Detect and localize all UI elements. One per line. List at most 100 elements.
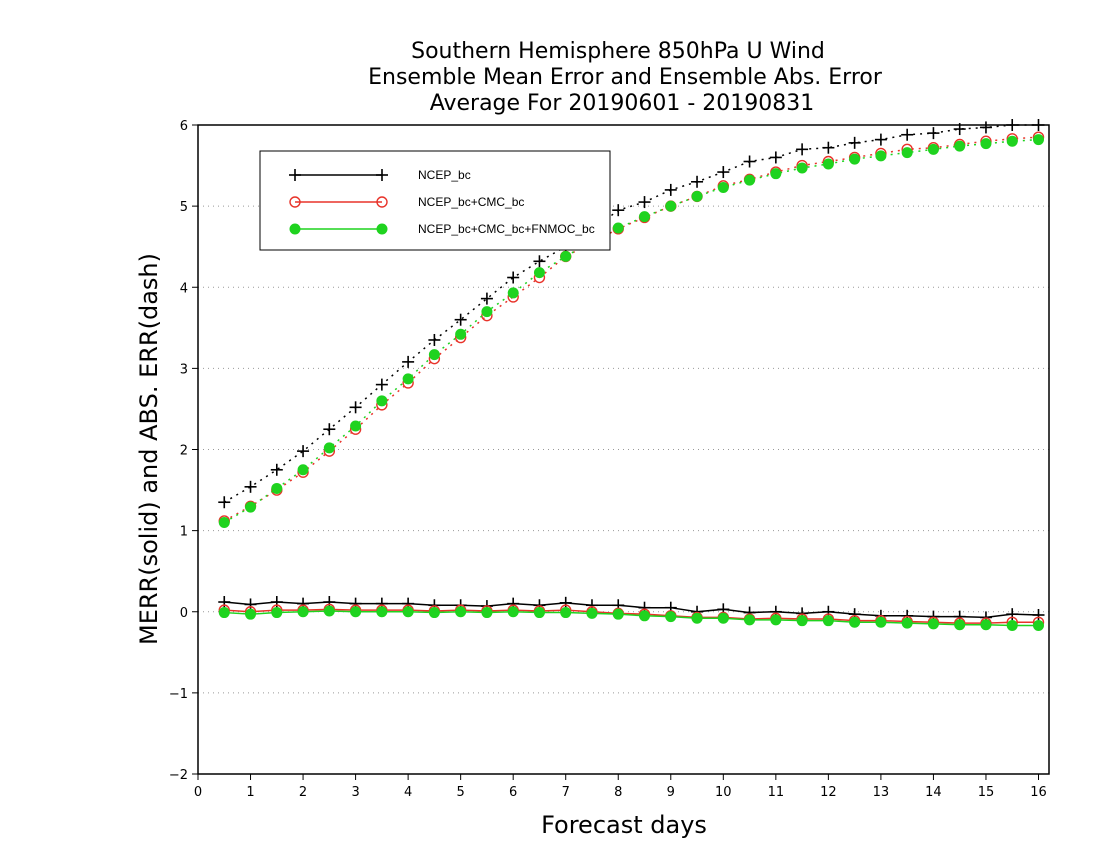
merr-point — [323, 605, 335, 617]
y-tick-label: 2 — [180, 444, 188, 459]
x-tick-label: 14 — [925, 785, 942, 800]
abs-err-point — [507, 271, 520, 284]
abs-err-point — [1006, 119, 1019, 131]
merr-point — [691, 612, 703, 624]
merr-point — [244, 598, 257, 611]
series-layer — [218, 119, 1045, 632]
abs-err-point — [402, 373, 414, 385]
abs-err-point — [270, 463, 283, 476]
merr-point — [270, 596, 283, 609]
x-tick-label: 9 — [667, 785, 675, 800]
x-tick-label: 4 — [404, 785, 412, 800]
abs-err-point — [743, 155, 756, 168]
legend-label: NCEP_bc+CMC_bc — [418, 195, 524, 209]
merr-point — [822, 615, 834, 627]
abs-err-point — [402, 355, 415, 368]
merr-point — [901, 617, 913, 629]
abs-err-point — [822, 141, 835, 154]
abs-err-point — [533, 255, 546, 268]
legend-marker — [376, 223, 388, 235]
merr-point — [612, 608, 624, 620]
abs-err-point — [717, 166, 730, 179]
abs-err-point — [875, 150, 887, 162]
abs-err-point — [349, 401, 362, 414]
abs-err-point — [953, 123, 966, 136]
abs-err-point — [454, 313, 467, 326]
merr-point — [875, 616, 887, 628]
abs-err-point — [271, 482, 283, 494]
abs-err-point — [428, 349, 440, 361]
abs-err-point — [244, 480, 257, 493]
merr-point — [717, 612, 729, 624]
abs-err-point — [480, 292, 493, 305]
merr-point — [1032, 620, 1044, 632]
abs-err-point — [744, 174, 756, 186]
merr-point — [1006, 620, 1018, 632]
abs-err-point — [901, 128, 914, 141]
abs-err-point — [455, 328, 467, 340]
abs-err-point — [822, 158, 834, 170]
chart-title: Southern Hemisphere 850hPa U Wind Ensemb… — [368, 39, 883, 116]
abs-err-point — [717, 181, 729, 193]
abs-err-point — [612, 222, 624, 234]
x-tick-label: 11 — [768, 785, 785, 800]
abs-err-point — [560, 250, 572, 262]
abs-err-line — [223, 124, 1039, 503]
legend-marker — [289, 196, 301, 208]
abs-err-point — [639, 211, 651, 223]
legend-entry: NCEP_bc+CMC_bc+FNMOC_bc — [289, 222, 595, 236]
merr-point — [559, 596, 572, 609]
merr-point — [770, 614, 782, 626]
legend-entry: NCEP_bc+CMC_bc — [289, 195, 524, 209]
abs-err-point — [769, 151, 782, 164]
abs-err-point — [375, 378, 388, 391]
y-tick-label: 1 — [180, 525, 188, 540]
legend-box — [259, 150, 611, 251]
abs-err-point — [874, 133, 887, 146]
merr-point — [927, 618, 939, 630]
legend-marker — [289, 169, 301, 181]
abs-err-point — [297, 445, 310, 458]
abs-err-point — [665, 200, 677, 212]
abs-err-point — [927, 143, 939, 155]
merr-point — [507, 606, 519, 618]
abs-err-point — [849, 153, 861, 165]
y-tick-label: 6 — [180, 119, 188, 134]
merr-point — [533, 607, 545, 619]
abs-err-point — [428, 333, 441, 346]
x-axis-label: Forecast days — [541, 811, 707, 839]
abs-err-point — [507, 287, 519, 299]
abs-err-point — [691, 175, 704, 188]
y-tick-label: −2 — [169, 768, 188, 783]
y-tick-label: 0 — [180, 606, 188, 621]
x-tick-label: 5 — [457, 785, 465, 800]
abs-err-point — [1032, 134, 1044, 146]
merr-point — [1006, 608, 1019, 621]
y-tick-label: 4 — [180, 281, 188, 296]
abs-err-line — [223, 138, 1039, 524]
abs-err-point — [218, 517, 230, 529]
y-tick-label: 3 — [180, 362, 188, 377]
merr-point — [218, 596, 231, 609]
merr-point — [980, 619, 992, 631]
abs-err-point — [691, 190, 703, 202]
merr-point — [481, 607, 493, 619]
abs-err-point — [770, 168, 782, 180]
merr-point — [744, 614, 756, 626]
legend-marker — [376, 169, 388, 181]
x-tick-label: 15 — [978, 785, 995, 800]
merr-point — [350, 606, 362, 618]
abs-err-point — [796, 143, 809, 156]
merr-point — [665, 611, 677, 623]
abs-err-point — [927, 127, 940, 140]
x-tick-label: 13 — [873, 785, 890, 800]
abs-err-point — [979, 121, 992, 134]
x-tick-label: 0 — [194, 785, 202, 800]
merr-point — [218, 607, 230, 619]
x-tick-label: 1 — [246, 785, 254, 800]
abs-err-point — [954, 140, 966, 152]
legend-marker — [289, 223, 301, 235]
x-tick-label: 10 — [715, 785, 732, 800]
abs-err-point — [848, 136, 861, 149]
